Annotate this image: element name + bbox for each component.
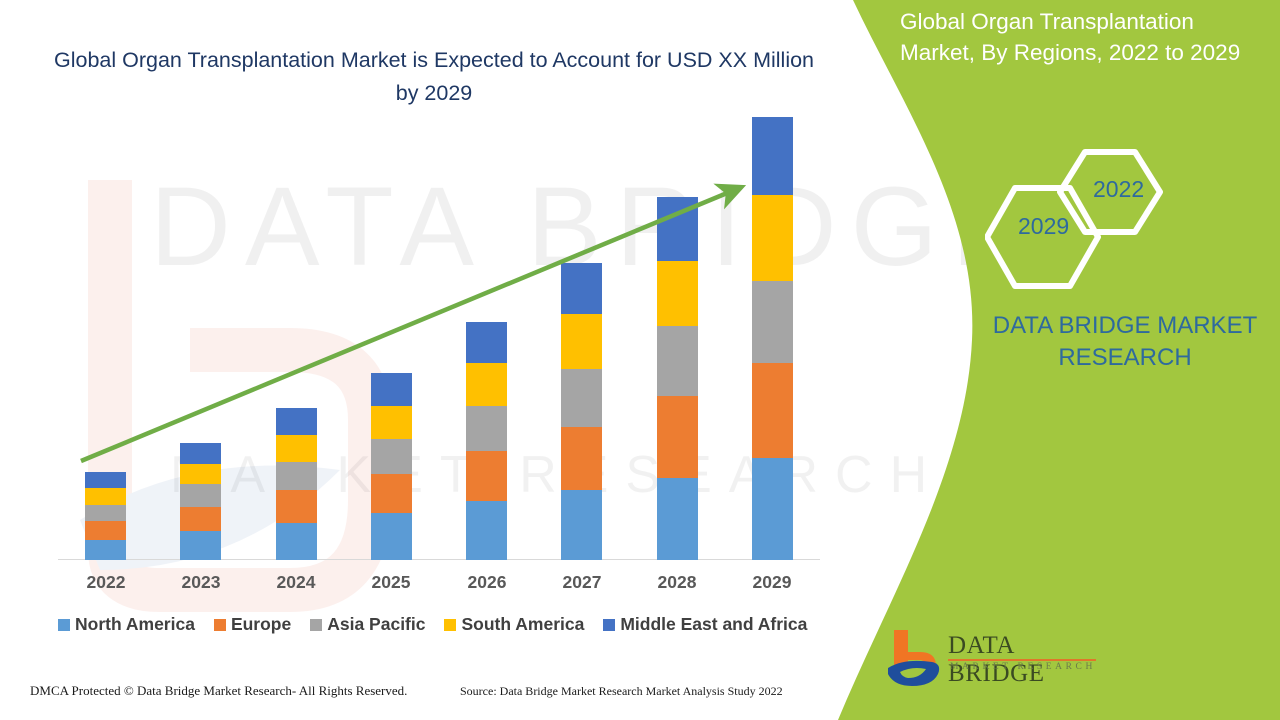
panel-title: Global Organ Transplantation Market, By … (900, 9, 1241, 65)
bar-2026 (466, 322, 507, 560)
bar-segment (85, 504, 126, 522)
bar-segment (371, 473, 412, 513)
bar-2028 (657, 197, 698, 560)
legend-swatch-icon (213, 618, 226, 631)
legend-item[interactable]: South America (444, 614, 584, 635)
bar-segment (180, 484, 221, 507)
bar-segment (657, 478, 698, 560)
bar-segment (371, 373, 412, 407)
legend-item[interactable]: Middle East and Africa (603, 614, 807, 635)
bar-segment (180, 463, 221, 485)
legend-swatch-icon (444, 618, 457, 631)
brand-name: DATA BRIDGE MARKET RESEARCH (955, 310, 1280, 374)
x-axis-label-2024: 2024 (276, 572, 316, 592)
legend-label: Europe (230, 614, 292, 634)
logo-divider (948, 659, 1096, 661)
bar-segment (180, 443, 221, 464)
bar-segment (657, 197, 698, 261)
bar-segment (561, 490, 602, 560)
chart-baseline-axis (58, 559, 820, 560)
brand-line-2: RESEARCH (1058, 344, 1192, 371)
legend-item[interactable]: Europe (213, 614, 292, 635)
bar-segment (276, 434, 317, 462)
brand-line-1: DATA BRIDGE MARKET (992, 312, 1258, 339)
bar-segment (561, 426, 602, 491)
hexagon-group: 2022 2029 (984, 140, 1200, 290)
bar-segment (180, 506, 221, 532)
bar-segment (657, 326, 698, 396)
data-bridge-logo-icon (888, 630, 940, 686)
footer-copyright: DMCA Protected © Data Bridge Market Rese… (30, 683, 408, 698)
legend-label: South America (461, 614, 585, 634)
x-axis-label-2029: 2029 (752, 572, 792, 592)
x-axis-label-2025: 2025 (371, 572, 411, 592)
bar-segment (561, 369, 602, 427)
bar-segment (85, 471, 126, 489)
legend-label: Asia Pacific (327, 614, 426, 634)
bar-segment (657, 396, 698, 478)
bar-segment (466, 363, 507, 407)
logo-subtitle: MARKET RESEARCH (950, 662, 1096, 672)
bar-segment (276, 408, 317, 435)
bar-2024 (276, 408, 317, 560)
bar-segment (657, 260, 698, 327)
bar-segment (752, 457, 793, 560)
page-title: Global Organ Transplantation Market is E… (53, 48, 815, 105)
bar-segment (85, 521, 126, 540)
bar-segment (466, 500, 507, 560)
x-axis-label-2026: 2026 (467, 572, 507, 592)
bar-segment (85, 488, 126, 505)
x-axis-label-2028: 2028 (657, 572, 697, 592)
bar-segment (752, 363, 793, 458)
bar-segment (371, 406, 412, 440)
bar-2022 (85, 471, 126, 560)
bar-segment (371, 439, 412, 474)
bar-2027 (561, 262, 602, 560)
bar-segment (466, 451, 507, 501)
legend-label: North America (75, 614, 195, 634)
bar-segment (466, 406, 507, 452)
legend-item[interactable]: Asia Pacific (310, 614, 425, 635)
bar-segment (466, 322, 507, 364)
x-axis-label-2027: 2027 (562, 572, 602, 592)
bar-segment (371, 512, 412, 560)
footer-source: Source: Data Bridge Market Research Mark… (460, 684, 783, 698)
company-logo: DATA BRIDGE MARKET RESEARCH (886, 628, 1106, 690)
bar-segment (752, 281, 793, 364)
bar-segment (561, 314, 602, 370)
hexagon-shapes-icon (984, 149, 1163, 289)
hex-label-start-year: 2022 (1093, 176, 1145, 202)
bar-2025 (371, 373, 412, 560)
chart-x-axis-labels: 2022 2023 2024 2025 2026 2027 2028 2029 (58, 572, 820, 600)
bar-segment (180, 531, 221, 560)
bar-segment (752, 195, 793, 282)
bar-2023 (180, 443, 221, 560)
bar-segment (752, 117, 793, 196)
chart-legend: North America Europe Asia Pacific South Ame… (58, 614, 838, 635)
x-axis-label-2022: 2022 (86, 572, 126, 592)
hex-label-end-year: 2029 (1018, 213, 1070, 239)
chart-plot-area (58, 117, 820, 560)
bar-segment (85, 539, 126, 560)
legend-label: Middle East and Africa (620, 614, 808, 634)
bar-segment (561, 262, 602, 315)
bar-segment (276, 523, 317, 560)
legend-swatch-icon (603, 618, 616, 631)
legend-swatch-icon (310, 618, 323, 631)
logo-title: DATA BRIDGE (948, 632, 1045, 687)
bar-2029 (752, 117, 793, 560)
stacked-bar-chart: 2022 2023 2024 2025 2026 2027 2028 2029 (58, 117, 820, 600)
x-axis-label-2023: 2023 (181, 572, 221, 592)
bar-segment (276, 461, 317, 491)
legend-swatch-icon (58, 618, 70, 631)
legend-item[interactable]: North America (58, 614, 195, 635)
bar-segment (276, 490, 317, 524)
